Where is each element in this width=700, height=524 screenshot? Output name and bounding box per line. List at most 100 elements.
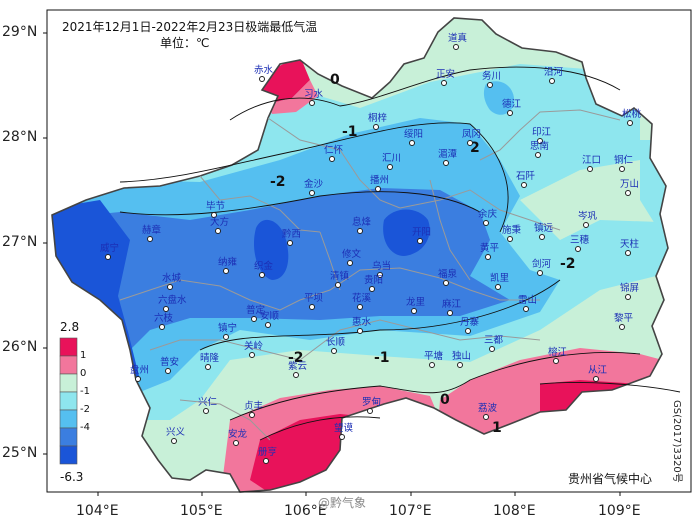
city-label: 大方 (210, 217, 230, 228)
city-marker (467, 140, 473, 146)
city-label: 清镇 (330, 271, 350, 282)
city-marker (483, 220, 489, 226)
city-label: 岑巩 (578, 211, 598, 222)
city-marker (309, 304, 315, 310)
city-marker (287, 240, 293, 246)
city-marker (233, 440, 239, 446)
city-marker (171, 438, 177, 444)
city-label: 德江 (502, 99, 522, 110)
city-marker (537, 270, 543, 276)
city-label: 万山 (620, 179, 640, 190)
lat-tick-26: 26°N (2, 339, 38, 355)
city-label: 贵阳 (364, 275, 384, 286)
city-marker (249, 352, 255, 358)
city-marker (263, 458, 269, 464)
city-label: 桐梓 (368, 113, 388, 124)
city-marker (411, 308, 417, 314)
city-marker (357, 328, 363, 334)
city-marker (309, 100, 315, 106)
city-marker (625, 294, 631, 300)
city-marker (485, 254, 491, 260)
city-marker (339, 434, 345, 440)
city-marker (483, 414, 489, 420)
city-label: 凤冈 (462, 129, 482, 140)
city-marker (373, 124, 379, 130)
city-marker (583, 222, 589, 228)
city-marker (167, 284, 173, 290)
city-marker (259, 272, 265, 278)
unit-label: 单位：℃ (160, 36, 210, 50)
legend-swatch-6 (59, 427, 78, 447)
city-label: 仁怀 (324, 145, 344, 156)
city-marker (265, 322, 271, 328)
city-label: 平坝 (304, 293, 324, 304)
city-marker (377, 272, 383, 278)
city-label: 荔波 (478, 403, 498, 414)
city-marker (147, 236, 153, 242)
city-marker (549, 78, 555, 84)
city-label: 福泉 (438, 269, 458, 280)
city-marker (553, 358, 559, 364)
city-marker (587, 166, 593, 172)
city-label: 汇川 (382, 153, 402, 164)
city-label: 印江 (532, 127, 552, 138)
legend-min-label: -6.3 (60, 470, 84, 484)
city-marker (249, 412, 255, 418)
city-marker (375, 186, 381, 192)
contour-label: -2 (560, 256, 576, 272)
city-label: 余庆 (478, 209, 498, 220)
city-label: 普安 (160, 357, 180, 368)
city-label: 兴义 (166, 427, 186, 438)
city-label: 罗甸 (362, 397, 382, 408)
city-marker (443, 160, 449, 166)
city-label: 施秉 (502, 225, 522, 236)
city-label: 三穗 (570, 235, 590, 246)
city-marker (443, 280, 449, 286)
city-label: 铜仁 (614, 155, 634, 166)
contour-label: 1 (492, 420, 502, 436)
city-marker (417, 238, 423, 244)
city-label: 思南 (530, 141, 550, 152)
lat-tick-29: 29°N (2, 24, 38, 40)
contour-label: -1 (374, 350, 390, 366)
city-label: 盘州 (130, 365, 150, 376)
city-marker (215, 228, 221, 234)
city-marker (625, 250, 631, 256)
city-label: 石阡 (516, 171, 536, 182)
city-label: 水城 (162, 273, 182, 284)
warm-chishui-edge (268, 80, 318, 114)
lat-tick-28: 28°N (2, 129, 38, 145)
city-marker (441, 80, 447, 86)
city-label: 播州 (370, 175, 390, 186)
city-label: 沿河 (544, 67, 564, 78)
lon-tick-109: 109°E (598, 503, 641, 519)
city-marker (619, 324, 625, 330)
city-marker (429, 362, 435, 368)
city-marker (135, 376, 141, 382)
city-label: 赤水 (254, 65, 274, 76)
city-marker (357, 304, 363, 310)
city-label: 息烽 (352, 217, 372, 228)
city-marker (487, 82, 493, 88)
city-marker (535, 152, 541, 158)
contour-label: -2 (288, 350, 304, 366)
city-label: 纳雍 (218, 257, 238, 268)
legend-label-minus4: -4 (80, 422, 90, 433)
city-marker (409, 140, 415, 146)
city-label: 绥阳 (404, 129, 424, 140)
city-label: 凯里 (490, 273, 510, 284)
city-marker (331, 348, 337, 354)
city-marker (495, 284, 501, 290)
city-label: 花溪 (352, 293, 372, 304)
city-label: 兴仁 (198, 397, 218, 408)
legend-label-minus1: -1 (80, 386, 90, 397)
city-label: 赫章 (142, 225, 162, 236)
city-label: 六枝 (154, 313, 174, 324)
lat-tick-25: 25°N (2, 445, 38, 461)
contour-label: -1 (342, 124, 358, 140)
city-marker (507, 236, 513, 242)
city-label: 独山 (452, 351, 472, 362)
city-marker (625, 190, 631, 196)
city-marker (105, 254, 111, 260)
